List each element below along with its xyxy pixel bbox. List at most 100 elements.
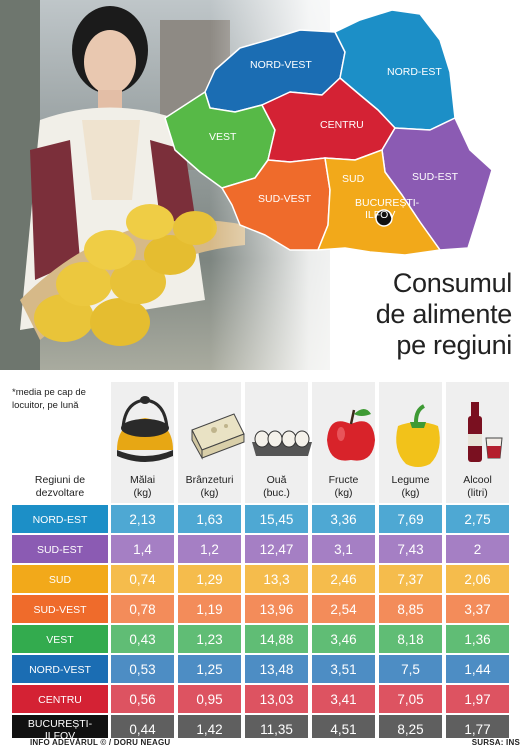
value-cell: [446, 655, 509, 683]
table-row: SUD-EST 1,4 1,2 12,47 3,1 7,43 2: [12, 535, 509, 563]
map-label-sud: SUD: [342, 173, 365, 185]
table-row: NORD-VEST 0,53 1,25 13,48 3,51 7,5 1,44: [12, 655, 509, 683]
table-row: SUD 0,74 1,29 13,3 2,46 7,37 2,06: [12, 565, 509, 593]
value-label: 13,3: [263, 572, 289, 587]
value-cell: [111, 565, 174, 593]
value-label: 3,1: [334, 542, 353, 557]
value-cell: [111, 505, 174, 533]
value-cell: [245, 655, 308, 683]
value-cell: [245, 505, 308, 533]
value-label: 1,29: [196, 572, 222, 587]
value-label: 13,96: [260, 602, 294, 617]
value-cell: [245, 685, 308, 713]
value-cell: [446, 715, 509, 738]
value-cell: [379, 655, 442, 683]
value-label: 13,48: [260, 662, 294, 677]
value-label: 1,25: [196, 662, 222, 677]
value-label: 0,43: [129, 632, 155, 647]
value-cell: [312, 625, 375, 653]
value-cell: [379, 565, 442, 593]
value-cell: [111, 625, 174, 653]
value-cell: [312, 595, 375, 623]
value-cell: [379, 535, 442, 563]
value-cell: [178, 535, 241, 563]
value-label: 1,23: [196, 632, 222, 647]
title-line-2: de alimente: [375, 299, 513, 329]
map-label-vest: VEST: [209, 131, 237, 143]
value-label: 7,37: [397, 572, 423, 587]
value-cell: [312, 565, 375, 593]
value-label: 8,18: [397, 632, 423, 647]
value-label: 3,41: [330, 692, 356, 707]
map-label-bucuresti-ilfov: BUCUREȘTI- ILFOV: [355, 197, 422, 221]
value-cell: [178, 625, 241, 653]
value-label: 0,44: [129, 722, 156, 737]
value-cell: [245, 625, 308, 653]
value-cell: [111, 685, 174, 713]
map-region-sud: [317, 149, 441, 256]
value-cell: [178, 565, 241, 593]
value-cell: [111, 595, 174, 623]
region-label-cell: [12, 685, 108, 713]
table-row: CENTRU 0,56 0,95 13,03 3,41 7,05 1,97: [12, 685, 509, 713]
value-label: 2,75: [464, 512, 490, 527]
region-label-cell: [12, 715, 108, 738]
value-cell: [245, 715, 308, 738]
value-cell: [312, 685, 375, 713]
title-line-3: pe regiuni: [396, 330, 512, 360]
value-label: 0,56: [129, 692, 155, 707]
hero-illustration: NORD-VEST NORD-EST VEST CENTRU SUD-EST S…: [0, 0, 524, 370]
value-cell: [446, 535, 509, 563]
value-label: 0,53: [129, 662, 155, 677]
column-header-unit: (kg): [334, 487, 352, 499]
region-name: NORD-EST: [33, 514, 88, 526]
value-label: 12,47: [260, 542, 294, 557]
column-header-unit: (buc.): [263, 487, 290, 499]
cornmeal-pot-icon: [117, 396, 173, 462]
eggs-icon: [252, 430, 312, 456]
column-header-label: Ouă: [267, 474, 287, 486]
value-label: 0,95: [196, 692, 222, 707]
value-cell: [245, 535, 308, 563]
table-row: BUCUREȘTI-ILFOV 0,44 1,42 11,35 4,51 8,25 1,77: [12, 715, 509, 738]
region-label-cell: [12, 565, 108, 593]
region-label-cell: [12, 595, 108, 623]
pepper-icon: [396, 404, 440, 467]
romania-map: [164, 9, 493, 256]
value-cell: [312, 715, 375, 738]
footnote-per-capita: *media pe cap de locuitor, pe lună: [12, 387, 86, 411]
value-label: 7,43: [397, 542, 423, 557]
value-label: 3,46: [330, 632, 356, 647]
value-cell: [178, 505, 241, 533]
hero-svg: NORD-VEST NORD-EST VEST CENTRU SUD-EST S…: [0, 0, 524, 370]
map-label-centru: CENTRU: [320, 119, 364, 131]
value-label: 7,5: [401, 662, 420, 677]
region-name: CENTRU: [38, 694, 82, 706]
value-cell: [379, 505, 442, 533]
region-label-cell: [12, 625, 108, 653]
value-cell: [446, 685, 509, 713]
value-label: 7,69: [397, 512, 423, 527]
region-name: SUD: [49, 574, 72, 586]
column-header-unit: (kg): [200, 487, 218, 499]
value-label: 3,36: [330, 512, 356, 527]
value-cell: [111, 655, 174, 683]
apple-icon: [327, 409, 375, 461]
row-header-line-2: dezvoltare: [36, 487, 85, 499]
value-cell: [446, 625, 509, 653]
value-label: 15,45: [260, 512, 294, 527]
map-label-nord-vest: NORD-VEST: [250, 59, 312, 71]
value-cell: [178, 715, 241, 738]
map-region-bucuresti-ilfov: [375, 209, 393, 227]
value-label: 2: [474, 542, 482, 557]
value-cell: [178, 655, 241, 683]
map-label-sud-est: SUD-EST: [412, 171, 459, 183]
cheese-icon: [191, 413, 245, 460]
value-cell: [245, 565, 308, 593]
column-header-label: Fructe: [329, 474, 359, 486]
map-labels: NORD-VEST NORD-EST VEST CENTRU SUD-EST S…: [209, 59, 459, 221]
value-label: 11,35: [260, 722, 293, 737]
value-label: 1,2: [200, 542, 219, 557]
value-label: 2,54: [330, 602, 357, 617]
region-label-cell: [12, 535, 108, 563]
